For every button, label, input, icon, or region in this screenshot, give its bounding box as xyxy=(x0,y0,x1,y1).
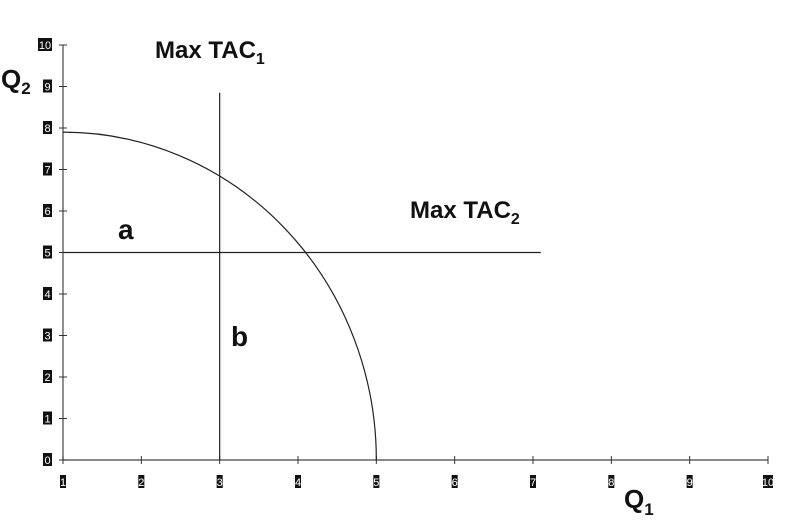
x-tick-label: 5 xyxy=(373,477,379,489)
y-tick-label: 1 xyxy=(44,414,50,426)
annotation-b: b xyxy=(231,321,248,352)
x-tick-label: 10 xyxy=(762,477,774,489)
y-tick-label: 0 xyxy=(44,455,50,467)
x-tick-label-bg xyxy=(295,475,301,488)
annotation-a: a xyxy=(118,214,134,245)
y-tick-label-bg xyxy=(43,121,52,134)
y-tick-label: 6 xyxy=(44,206,50,218)
x-tick-label-bg xyxy=(216,475,223,488)
y-tick-label-bg xyxy=(43,204,52,217)
y-tick-label-bg xyxy=(43,370,52,383)
y-tick-label: 3 xyxy=(44,331,50,343)
x-tick-label: 4 xyxy=(295,477,301,489)
y-tick-label: 9 xyxy=(44,82,50,94)
x-tick-label: 2 xyxy=(138,477,144,489)
x-tick-label: 9 xyxy=(687,477,693,489)
y-tick-label: 2 xyxy=(44,372,50,384)
x-tick-label: 1 xyxy=(60,477,66,489)
y-tick-label: 4 xyxy=(44,289,50,301)
y-tick-label-bg xyxy=(43,162,52,176)
annotation-max-tac1: Max TAC1 xyxy=(155,37,265,68)
x-axis-label: Q1 xyxy=(624,484,654,519)
y-tick-label-bg xyxy=(43,287,52,300)
frontier-curve xyxy=(62,131,377,461)
y-tick-label-bg xyxy=(38,38,52,51)
y-tick-label: 7 xyxy=(44,165,50,177)
x-tick-label-bg xyxy=(60,475,66,488)
x-tick-label-bg xyxy=(138,475,145,488)
x-tick-label-bg xyxy=(451,475,458,488)
x-tick-label-bg xyxy=(530,475,536,488)
y-tick-label: 8 xyxy=(44,123,50,135)
y-tick-label-bg xyxy=(43,79,52,93)
y-tick-label-bg xyxy=(43,245,52,259)
x-tick-label-bg xyxy=(686,475,693,488)
y-tick-label: 5 xyxy=(44,248,50,260)
x-tick-label: 8 xyxy=(608,477,614,489)
x-tick-label-bg xyxy=(608,475,615,488)
y-axis-label: Q2 xyxy=(1,64,31,98)
y-tick-label-bg xyxy=(43,411,52,425)
x-tick-label-bg xyxy=(763,475,773,488)
x-tick-label: 7 xyxy=(530,477,536,489)
x-tick-label: 3 xyxy=(217,477,223,489)
x-tick-label-bg xyxy=(373,475,380,488)
annotation-max-tac2: Max TAC2 xyxy=(410,197,520,228)
y-tick-label: 10 xyxy=(39,40,51,52)
y-tick-label-bg xyxy=(43,453,52,466)
x-tick-label: 6 xyxy=(452,477,458,489)
y-tick-label-bg xyxy=(43,328,52,342)
